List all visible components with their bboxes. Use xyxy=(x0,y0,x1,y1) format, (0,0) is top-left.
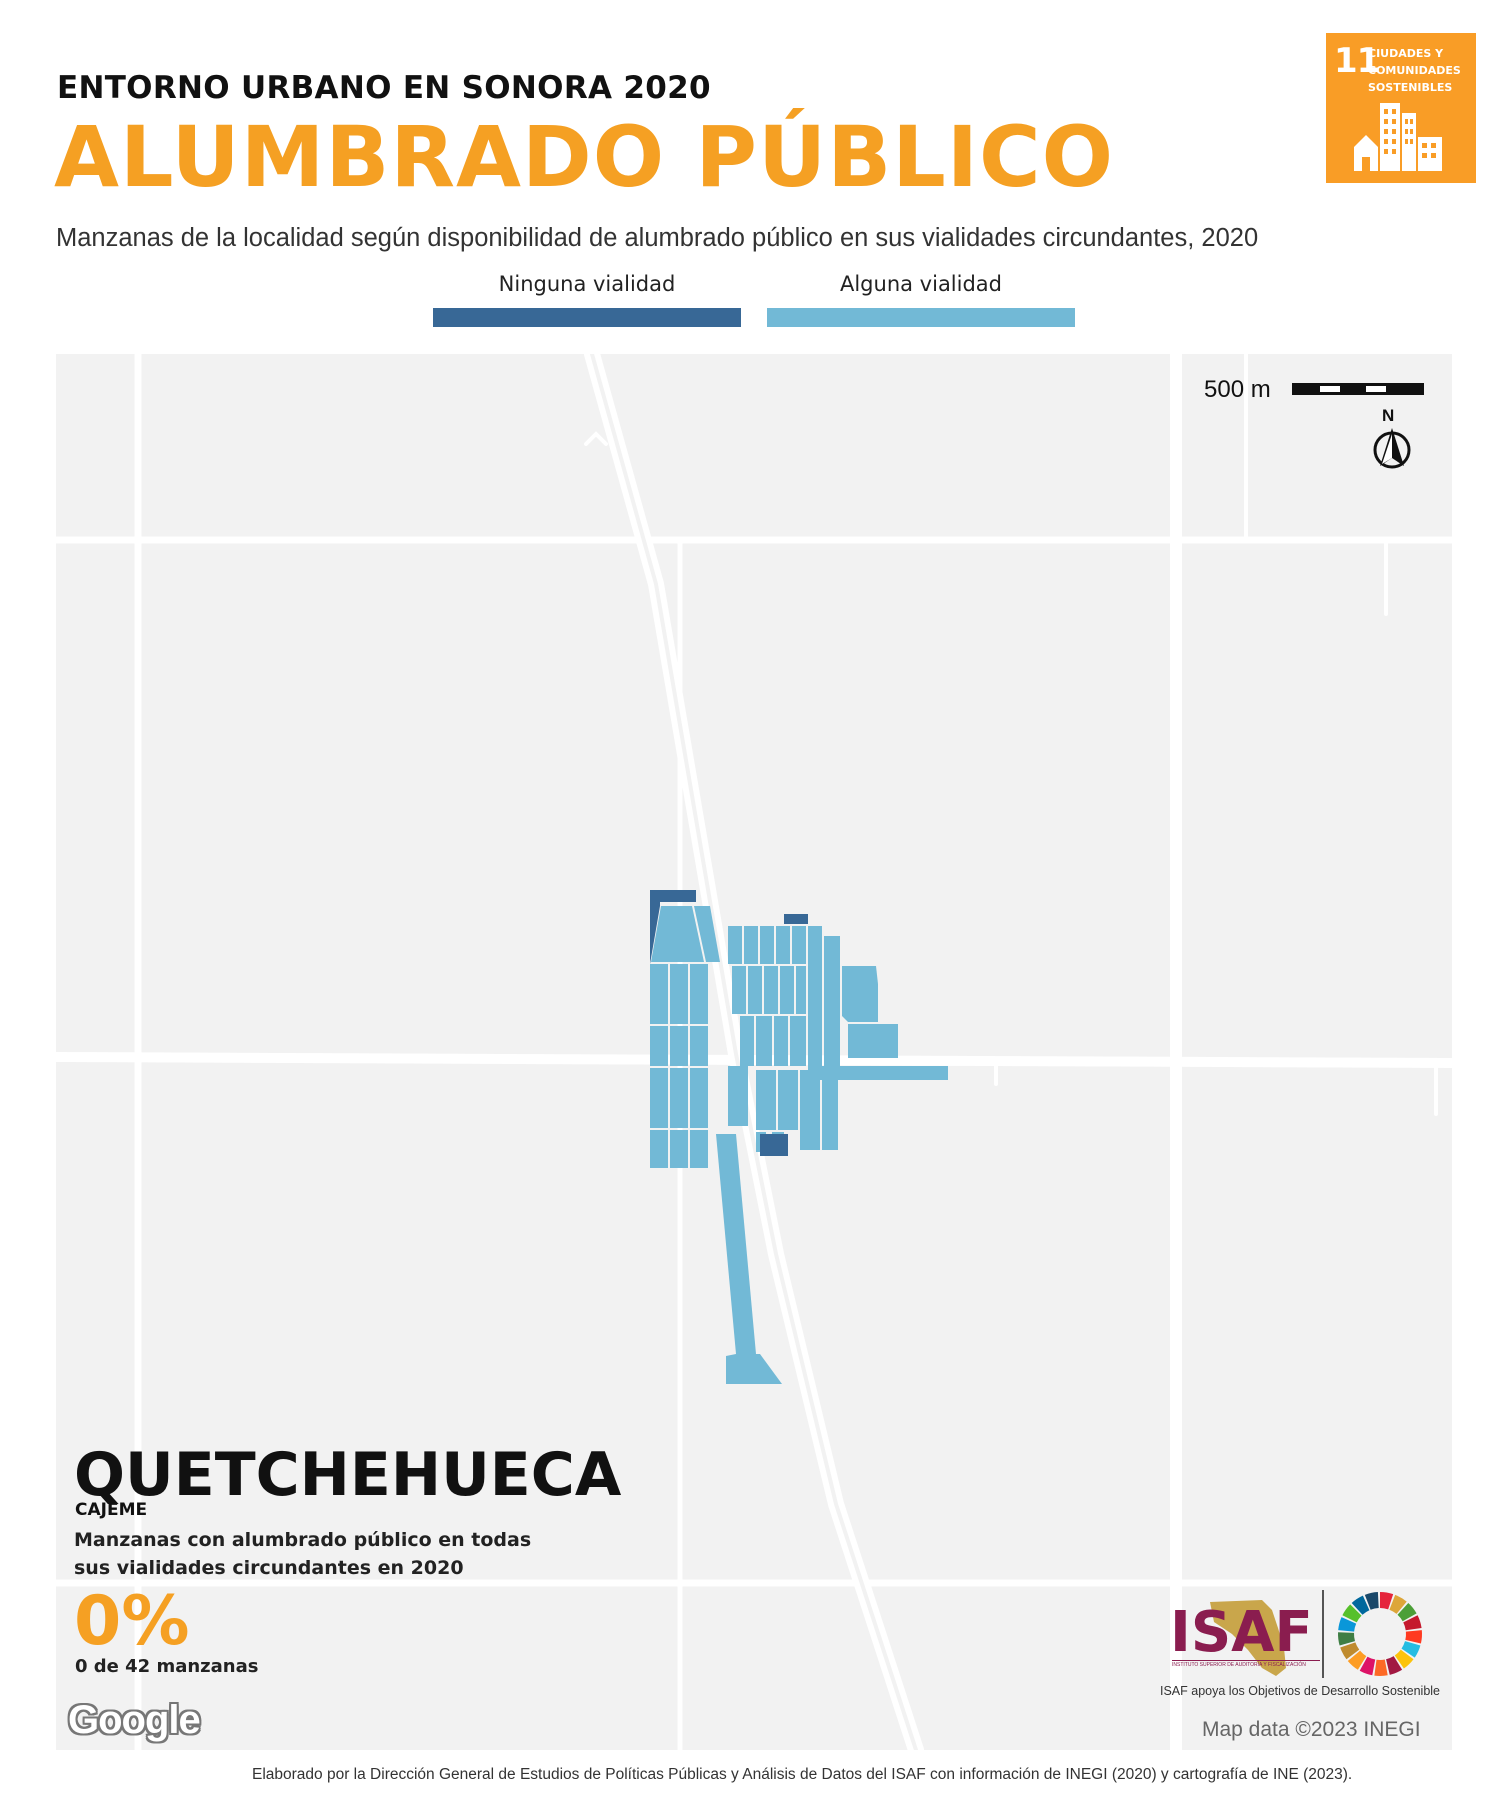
block xyxy=(670,1068,688,1128)
sdg-wheel-segment xyxy=(1403,1615,1422,1631)
block xyxy=(716,1134,756,1354)
block xyxy=(778,1070,798,1130)
indicator-percent: 0% xyxy=(74,1582,190,1661)
block xyxy=(760,926,774,964)
map-attribution: Map data ©2023 INEGI xyxy=(1202,1718,1421,1741)
block xyxy=(748,966,762,1014)
north-arrow-icon xyxy=(1373,428,1411,469)
sdg-wheel-segment xyxy=(1338,1632,1355,1646)
sdg-label: CIUDADES Y COMUNIDADES SOSTENIBLES xyxy=(1368,47,1461,94)
scale-bar xyxy=(1292,383,1424,395)
isaf-full-name: INSTITUTO SUPERIOR DE AUDITORÍA Y FISCAL… xyxy=(1172,1660,1320,1668)
block xyxy=(690,1068,708,1128)
subtitle: Manzanas de la localidad según disponibi… xyxy=(56,224,1259,252)
block xyxy=(690,964,708,1024)
block xyxy=(690,1026,708,1066)
block xyxy=(764,966,778,1014)
block xyxy=(792,926,806,964)
block xyxy=(784,914,808,924)
blocks-alguna-vialidad xyxy=(650,906,948,1384)
block xyxy=(822,1070,838,1150)
block xyxy=(670,1130,688,1168)
sdg-wheel-segment xyxy=(1347,1650,1367,1670)
block xyxy=(800,1070,820,1150)
map-canvas xyxy=(56,354,1452,1750)
isaf-logo: ISAF xyxy=(1170,1600,1313,1665)
block xyxy=(756,1016,772,1066)
legend-swatch-alguna xyxy=(767,308,1075,327)
blocks-ninguna-vialidad xyxy=(650,890,808,1156)
google-logo[interactable]: Google xyxy=(68,1698,201,1742)
block xyxy=(808,1066,948,1080)
legend-label-ninguna: Ninguna vialidad xyxy=(498,272,676,296)
isaf-caption: ISAF apoya los Objetivos de Desarrollo S… xyxy=(1160,1684,1441,1698)
sdg-wheel-icon xyxy=(1338,1592,1422,1676)
block xyxy=(728,926,742,964)
scale-label: 500 m xyxy=(1204,376,1271,403)
sdg-wheel-segment xyxy=(1359,1656,1376,1676)
logo-divider xyxy=(1322,1590,1324,1678)
block xyxy=(728,1066,748,1126)
sdg-wheel-segment xyxy=(1351,1595,1370,1615)
sdg-wheel-segment xyxy=(1394,1649,1414,1669)
block xyxy=(670,964,688,1024)
block xyxy=(744,926,758,964)
page-title: ALUMBRADO PÚBLICO xyxy=(54,108,1115,206)
block xyxy=(824,936,840,1066)
sdg-wheel-segment xyxy=(1389,1594,1407,1614)
block xyxy=(650,1026,668,1066)
source-note: Elaborado por la Dirección General de Es… xyxy=(252,1766,1353,1783)
city-buildings-icon xyxy=(1354,103,1442,171)
sonora-map-icon xyxy=(1210,1600,1286,1676)
block xyxy=(650,1130,668,1168)
block xyxy=(776,926,790,964)
block xyxy=(650,964,668,1024)
map-area[interactable]: 500 m N QUETCHEHUECA CAJEME Manzanas con… xyxy=(56,354,1452,1750)
sdg-wheel-segment xyxy=(1374,1659,1388,1676)
sdg-wheel-segment xyxy=(1405,1630,1422,1644)
road-loop xyxy=(584,431,608,446)
block xyxy=(780,966,794,1014)
sdg-wheel-segment xyxy=(1342,1604,1362,1623)
sdg-number: 11 xyxy=(1334,41,1380,81)
sdg-wheel-segment xyxy=(1340,1642,1360,1660)
block xyxy=(694,906,720,962)
block xyxy=(650,890,696,964)
block xyxy=(740,1016,754,1066)
block xyxy=(760,1134,788,1156)
sdg-11-badge: 11 CIUDADES Y COMUNIDADES SOSTENIBLES xyxy=(1326,33,1476,183)
indicator-description: Manzanas con alumbrado público en todas … xyxy=(74,1529,532,1579)
municipality-name: CAJEME xyxy=(75,1500,148,1520)
block xyxy=(690,1130,708,1168)
north-label: N xyxy=(1382,406,1395,425)
locality-name: QUETCHEHUECA xyxy=(74,1440,622,1510)
indicator-count: 0 de 42 manzanas xyxy=(75,1656,259,1677)
sdg-wheel-segment xyxy=(1401,1641,1421,1658)
sdg-wheel-segment xyxy=(1338,1617,1357,1632)
legend-swatch-ninguna xyxy=(433,308,741,327)
sdg-wheel-segment xyxy=(1386,1656,1403,1675)
block xyxy=(670,1026,688,1066)
block xyxy=(774,1016,788,1066)
block xyxy=(808,926,822,1066)
block xyxy=(732,966,746,1014)
sdg-wheel-segment xyxy=(1364,1592,1379,1610)
sdg-wheel-segment xyxy=(1397,1602,1417,1622)
block xyxy=(842,966,878,1022)
block xyxy=(790,1016,806,1066)
supertitle: ENTORNO URBANO EN SONORA 2020 xyxy=(57,70,711,106)
block xyxy=(848,1024,898,1058)
block xyxy=(756,1070,776,1130)
sdg-wheel-segment xyxy=(1380,1592,1394,1610)
highway-median xyxy=(590,354,918,1750)
block xyxy=(796,966,806,1014)
block xyxy=(651,906,704,962)
legend-label-alguna: Alguna vialidad xyxy=(839,272,1003,296)
block xyxy=(650,1068,668,1128)
block xyxy=(726,1354,782,1384)
